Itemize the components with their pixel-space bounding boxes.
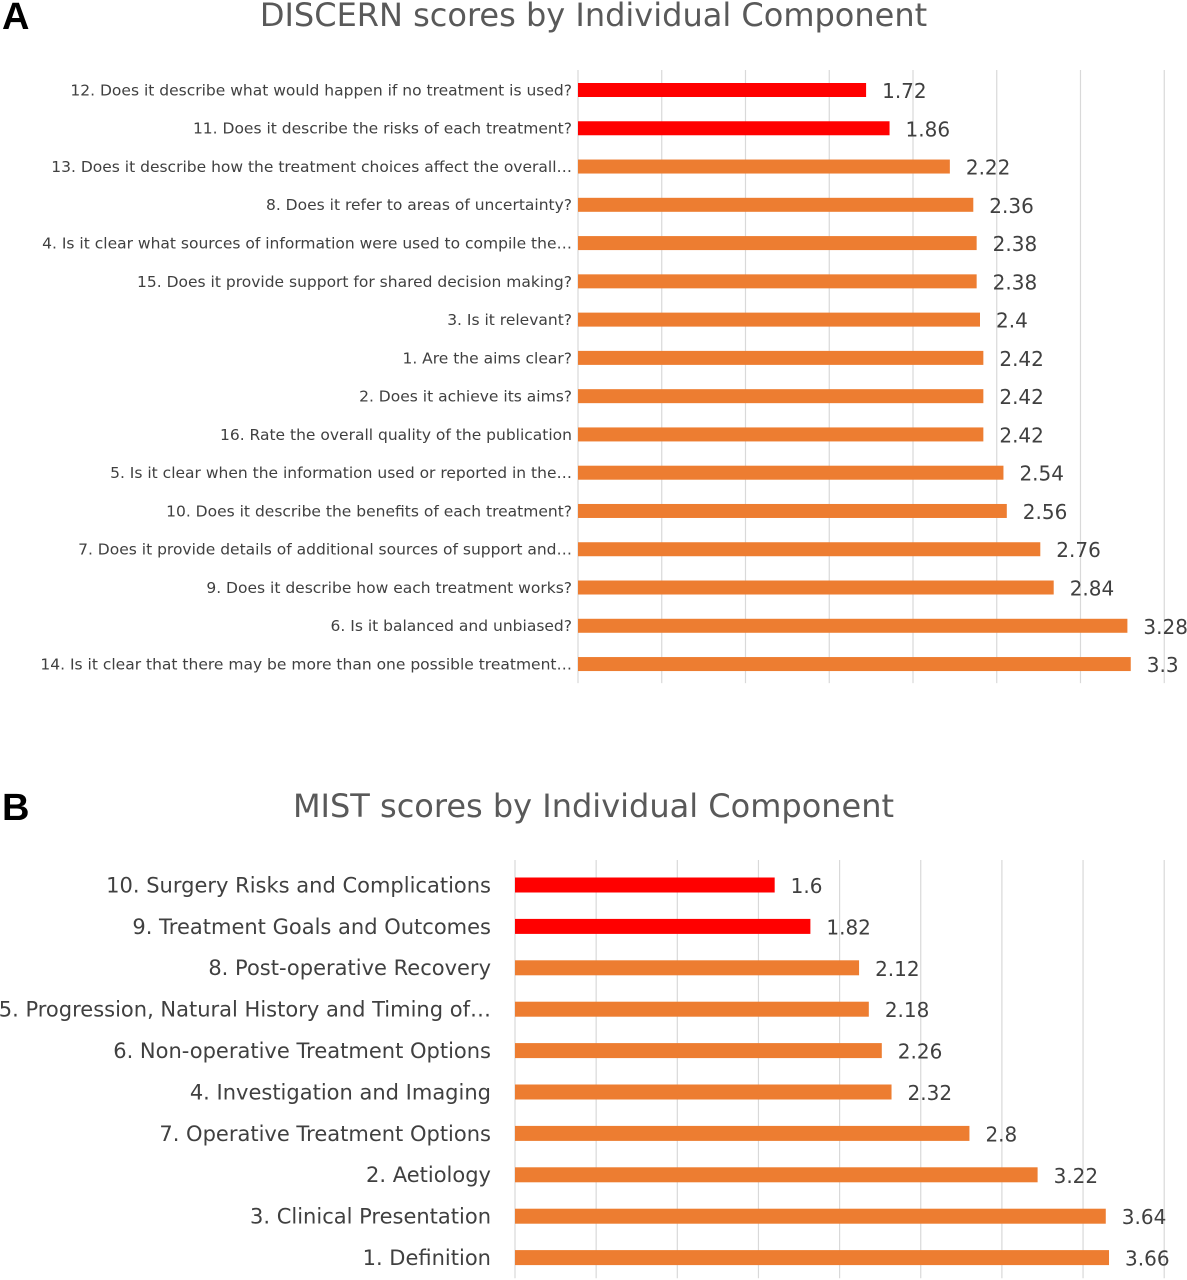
value-label: 2.12 <box>875 957 920 981</box>
value-label: 1.6 <box>791 874 823 898</box>
value-label: 2.32 <box>908 1081 953 1105</box>
category-label: 16. Rate the overall quality of the publ… <box>220 426 572 444</box>
value-label: 2.38 <box>993 232 1038 256</box>
value-label: 2.4 <box>996 309 1028 333</box>
bar <box>578 83 867 97</box>
bar <box>578 427 984 442</box>
value-label: 2.18 <box>885 998 930 1022</box>
panel-b-letter: B <box>2 787 30 829</box>
category-label: 2. Does it achieve its aims? <box>359 388 572 406</box>
bar <box>515 1001 869 1017</box>
value-label: 2.8 <box>985 1122 1017 1146</box>
category-label: 6. Is it balanced and unbiased? <box>331 617 572 635</box>
category-label: 15. Does it provide support for shared d… <box>137 273 572 291</box>
bar <box>578 121 890 136</box>
value-label: 2.22 <box>966 156 1011 180</box>
category-label: 8. Post-operative Recovery <box>208 956 491 980</box>
category-label: 4. Is it clear what sources of informati… <box>42 235 572 253</box>
category-label: 11. Does it describe the risks of each t… <box>193 120 572 138</box>
bar <box>578 542 1041 557</box>
category-label: 6. Non-operative Treatment Options <box>113 1039 491 1063</box>
category-label: 2. Aetiology <box>366 1163 491 1187</box>
chart-b: 10. Surgery Risks and Complications 1.6 9.… <box>0 860 1170 1279</box>
value-label: 2.54 <box>1019 462 1064 486</box>
bar <box>578 503 1007 518</box>
value-label: 2.76 <box>1056 538 1101 562</box>
category-label: 7. Operative Treatment Options <box>159 1122 491 1146</box>
category-label: 1. Definition <box>363 1246 491 1270</box>
panel-a-letter: A <box>2 0 30 38</box>
value-label: 1.72 <box>882 79 927 103</box>
bar <box>578 465 1004 480</box>
value-label: 3.28 <box>1143 615 1187 639</box>
category-label: 5. Is it clear when the information used… <box>110 464 572 482</box>
bar <box>515 1250 1110 1266</box>
bar <box>515 1125 970 1141</box>
bar <box>515 1043 882 1059</box>
chart-a: 12. Does it describe what would happen i… <box>40 70 1187 684</box>
bar <box>578 389 984 404</box>
category-label: 10. Does it describe the benefits of eac… <box>166 502 572 520</box>
bar <box>515 1084 892 1100</box>
bar <box>578 618 1128 633</box>
bar <box>578 350 984 365</box>
value-label: 3.3 <box>1147 653 1179 677</box>
category-label: 13. Does it describe how the treatment c… <box>51 158 572 176</box>
category-label: 3. Is it relevant? <box>447 311 572 329</box>
category-label: 12. Does it describe what would happen i… <box>70 81 572 99</box>
category-label: 7. Does it provide details of additional… <box>78 541 572 559</box>
value-label: 2.42 <box>999 423 1044 447</box>
value-label: 2.38 <box>993 270 1038 294</box>
value-label: 2.42 <box>999 385 1044 409</box>
category-label: 9. Treatment Goals and Outcomes <box>132 915 491 939</box>
bar <box>515 960 860 976</box>
value-label: 3.22 <box>1054 1164 1099 1188</box>
value-label: 2.36 <box>989 194 1034 218</box>
bar <box>578 159 950 174</box>
category-label: 8. Does it refer to areas of uncertainty… <box>266 196 572 214</box>
value-label: 2.84 <box>1070 577 1115 601</box>
value-label: 2.56 <box>1023 500 1068 524</box>
value-label: 2.26 <box>898 1040 943 1064</box>
value-label: 2.42 <box>999 347 1044 371</box>
bar <box>515 877 775 893</box>
bar <box>578 274 977 289</box>
bar <box>578 657 1131 672</box>
category-label: 9. Does it describe how each treatment w… <box>206 579 572 597</box>
category-label: 5. Progression, Natural History and Timi… <box>0 998 491 1022</box>
category-label: 14. Is it clear that there may be more t… <box>40 655 572 673</box>
chart-b-title: MIST scores by Individual Component <box>292 787 895 825</box>
category-label: 10. Surgery Risks and Complications <box>106 873 491 897</box>
value-label: 1.86 <box>906 117 951 141</box>
chart-a-title: DISCERN scores by Individual Component <box>259 0 928 34</box>
category-label: 3. Clinical Presentation <box>250 1205 491 1229</box>
value-label: 3.64 <box>1122 1205 1167 1229</box>
category-label: 4. Investigation and Imaging <box>190 1080 491 1104</box>
bar <box>515 918 811 934</box>
bar <box>578 236 977 251</box>
category-label: 1. Are the aims clear? <box>402 349 572 367</box>
value-label: 3.66 <box>1125 1247 1170 1271</box>
bar <box>515 1167 1038 1183</box>
bar <box>578 197 974 212</box>
bar <box>578 312 980 327</box>
bar <box>578 580 1054 595</box>
value-label: 1.82 <box>826 915 871 939</box>
bar <box>515 1208 1106 1224</box>
